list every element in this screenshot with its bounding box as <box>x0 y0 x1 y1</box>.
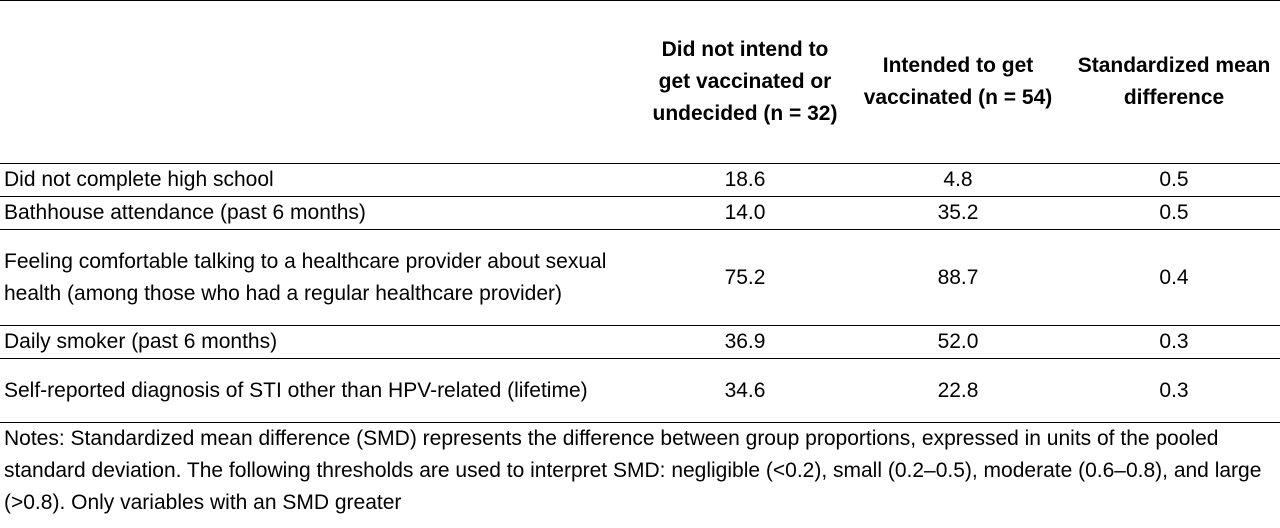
cell-smd: 0.4 <box>1068 229 1280 326</box>
cell-smd: 0.3 <box>1068 325 1280 359</box>
header-row: Did not intend to get vaccinated or unde… <box>0 0 1280 164</box>
cell-smd: 0.5 <box>1068 196 1280 230</box>
cell-not-intend: 18.6 <box>642 163 848 197</box>
header-not-intend: Did not intend to get vaccinated or unde… <box>642 0 848 164</box>
cell-not-intend: 34.6 <box>642 358 848 423</box>
cell-smd: 0.3 <box>1068 358 1280 423</box>
header-intended: Intended to get vaccinated (n = 54) <box>848 0 1068 164</box>
table-row: Feeling comfortable talking to a healthc… <box>0 229 1280 326</box>
header-smd: Standardized mean difference <box>1068 0 1280 164</box>
notes-row: Notes: Standardized mean difference (SMD… <box>0 422 1280 519</box>
table-row: Did not complete high school 18.6 4.8 0.… <box>0 163 1280 197</box>
cell-intended: 4.8 <box>848 163 1068 197</box>
cell-not-intend: 36.9 <box>642 325 848 359</box>
row-label: Daily smoker (past 6 months) <box>0 325 642 359</box>
cell-not-intend: 75.2 <box>642 229 848 326</box>
row-label: Self-reported diagnosis of STI other tha… <box>0 358 642 423</box>
row-label: Feeling comfortable talking to a healthc… <box>0 229 642 326</box>
row-label: Bathhouse attendance (past 6 months) <box>0 196 642 230</box>
cell-smd: 0.5 <box>1068 163 1280 197</box>
cell-intended: 52.0 <box>848 325 1068 359</box>
cell-intended: 35.2 <box>848 196 1068 230</box>
table-row: Self-reported diagnosis of STI other tha… <box>0 358 1280 423</box>
cell-not-intend: 14.0 <box>642 196 848 230</box>
table-notes: Notes: Standardized mean difference (SMD… <box>0 422 1280 519</box>
cell-intended: 88.7 <box>848 229 1068 326</box>
row-label: Did not complete high school <box>0 163 642 197</box>
cell-intended: 22.8 <box>848 358 1068 423</box>
table-row: Daily smoker (past 6 months) 36.9 52.0 0… <box>0 325 1280 359</box>
table-row: Bathhouse attendance (past 6 months) 14.… <box>0 196 1280 230</box>
header-blank-cell <box>0 0 642 164</box>
